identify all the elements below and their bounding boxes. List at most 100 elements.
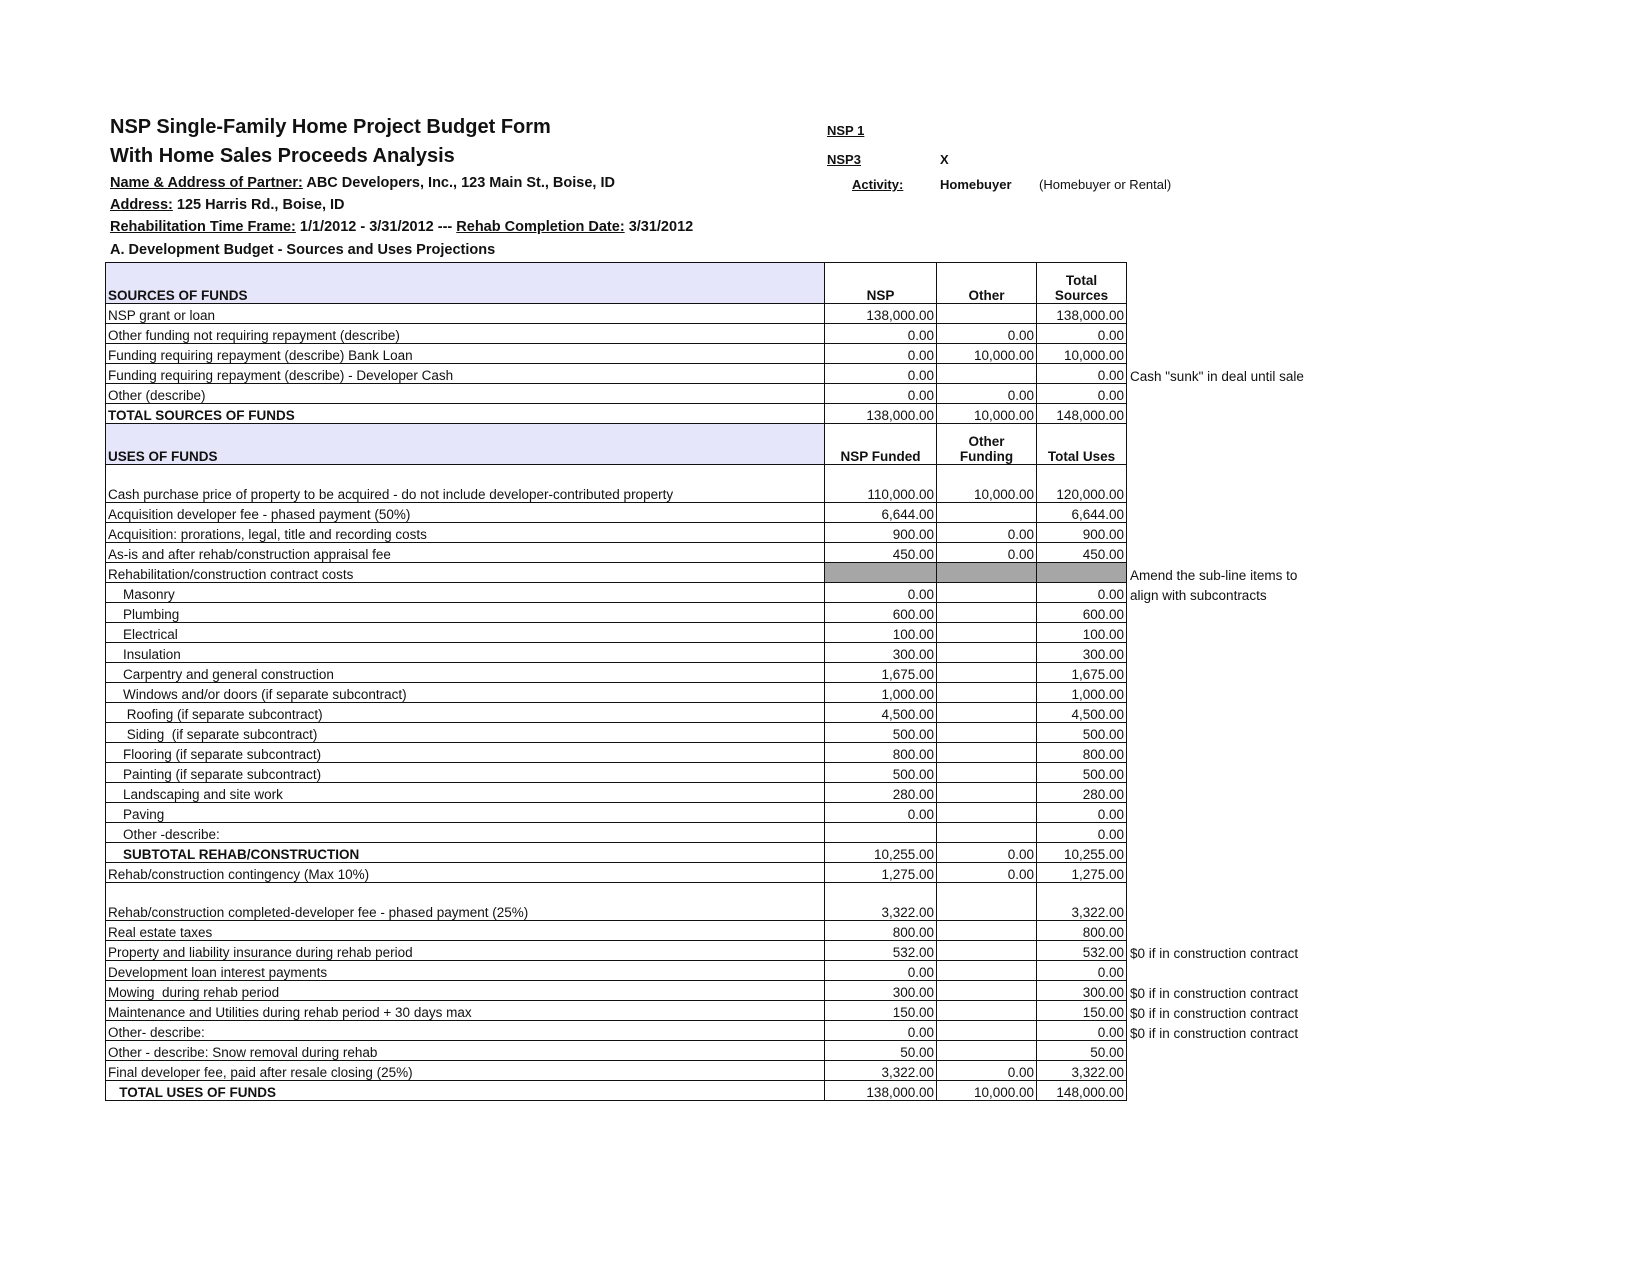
- other-value: [936, 562, 1037, 583]
- nsp-value: 3,322.00: [824, 882, 937, 921]
- nsp-value: 1,275.00: [824, 862, 937, 883]
- col-total-line1: Total: [1065, 273, 1098, 288]
- nsp-value: 138,000.00: [824, 303, 937, 324]
- row-label: TOTAL SOURCES OF FUNDS: [105, 403, 825, 424]
- uses-row: Landscaping and site work 280.00 280.00: [105, 782, 1327, 803]
- row-label: Other- describe:: [105, 1020, 825, 1041]
- sources-row: Other funding not requiring repayment (d…: [105, 323, 1327, 344]
- nsp-value: 900.00: [824, 522, 937, 543]
- row-label: Acquisition developer fee - phased payme…: [105, 502, 825, 523]
- row-note: [1127, 623, 1327, 643]
- uses-row: Carpentry and general construction 1,675.…: [105, 662, 1327, 683]
- other-value: [936, 582, 1037, 603]
- total-value: 50.00: [1036, 1040, 1127, 1061]
- row-note: [1127, 1081, 1327, 1101]
- row-label: Flooring (if separate subcontract): [105, 742, 825, 763]
- total-value: 100.00: [1036, 622, 1127, 643]
- row-label: Other funding not requiring repayment (d…: [105, 323, 825, 344]
- row-note: [1127, 304, 1327, 324]
- row-label: Final developer fee, paid after resale c…: [105, 1060, 825, 1081]
- other-value: [936, 1020, 1037, 1041]
- section-title: A. Development Budget - Sources and Uses…: [110, 242, 496, 258]
- total-value: 1,675.00: [1036, 662, 1127, 683]
- uses-row: Rehabilitation/construction contract cos…: [105, 562, 1327, 583]
- other-value: [936, 980, 1037, 1001]
- nsp-value: 4,500.00: [824, 702, 937, 723]
- other-value: [936, 782, 1037, 803]
- other-value: 10,000.00: [936, 403, 1037, 424]
- nsp-value: 1,675.00: [824, 662, 937, 683]
- row-note: [1127, 663, 1327, 683]
- row-label: Mowing during rehab period: [105, 980, 825, 1001]
- other-value: [936, 762, 1037, 783]
- nsp-value: 150.00: [824, 1000, 937, 1021]
- sources-row: Funding requiring repayment (describe) -…: [105, 363, 1327, 384]
- partner-line: Name & Address of Partner: ABC Developer…: [110, 175, 615, 191]
- nsp-value: 3,322.00: [824, 1060, 937, 1081]
- row-label: Plumbing: [105, 602, 825, 623]
- row-label: Roofing (if separate subcontract): [105, 702, 825, 723]
- uses-row: Acquisition developer fee - phased payme…: [105, 502, 1327, 523]
- total-value: 800.00: [1036, 920, 1127, 941]
- row-note: [1127, 1041, 1327, 1061]
- col-other: Other: [936, 262, 1037, 304]
- nsp3-mark: X: [940, 152, 949, 167]
- nsp-value: 6,644.00: [824, 502, 937, 523]
- other-value: [936, 363, 1037, 384]
- total-value: 300.00: [1036, 980, 1127, 1001]
- row-label: Funding requiring repayment (describe) -…: [105, 363, 825, 384]
- uses-header-row: USES OF FUNDS NSP Funded Other Funding Total…: [105, 423, 1327, 465]
- timeframe-value: 1/1/2012 - 3/31/2012 ---: [299, 219, 453, 235]
- sources-row: Funding requiring repayment (describe) B…: [105, 343, 1327, 364]
- row-label: Rehabilitation/construction contract cos…: [105, 562, 825, 583]
- nsp-value: 0.00: [824, 363, 937, 384]
- other-value: 0.00: [936, 522, 1037, 543]
- other-value: 10,000.00: [936, 464, 1037, 503]
- nsp-value: 0.00: [824, 960, 937, 981]
- row-label: Insulation: [105, 642, 825, 663]
- row-note: [1127, 603, 1327, 623]
- row-label: Landscaping and site work: [105, 782, 825, 803]
- completion-label: Rehab Completion Date:: [456, 219, 625, 235]
- total-value: [1036, 562, 1127, 583]
- row-note: [1127, 404, 1327, 424]
- nsp-value: 280.00: [824, 782, 937, 803]
- total-value: 10,000.00: [1036, 343, 1127, 364]
- row-note: $0 if in construction contract: [1130, 1005, 1299, 1021]
- total-value: 450.00: [1036, 542, 1127, 563]
- other-value: [936, 742, 1037, 763]
- nsp-value: 500.00: [824, 722, 937, 743]
- total-value: 800.00: [1036, 742, 1127, 763]
- other-value: [936, 642, 1037, 663]
- row-label: Other (describe): [105, 383, 825, 404]
- row-label: Rehab/construction completed-developer f…: [105, 882, 825, 921]
- nsp-value: 800.00: [824, 742, 937, 763]
- sources-row: NSP grant or loan 138,000.00 138,000.00: [105, 303, 1327, 324]
- total-value: 0.00: [1036, 363, 1127, 384]
- total-value: 0.00: [1036, 582, 1127, 603]
- nsp-value: 50.00: [824, 1040, 937, 1061]
- uses-row: Flooring (if separate subcontract) 800.00…: [105, 742, 1327, 763]
- nsp-value: 138,000.00: [824, 403, 937, 424]
- total-value: 138,000.00: [1036, 303, 1127, 324]
- row-note: [1127, 823, 1327, 843]
- row-label: Paving: [105, 802, 825, 823]
- row-note: $0 if in construction contract: [1130, 1025, 1299, 1041]
- nsp-value: 800.00: [824, 920, 937, 941]
- other-value: [936, 960, 1037, 981]
- sources-header: SOURCES OF FUNDS: [105, 262, 825, 304]
- row-label: Windows and/or doors (if separate subcon…: [105, 682, 825, 703]
- total-value: 532.00: [1036, 940, 1127, 961]
- other-value: 10,000.00: [936, 343, 1037, 364]
- other-value: [936, 920, 1037, 941]
- row-note: Cash "sunk" in deal until sale: [1130, 368, 1304, 384]
- other-value: 0.00: [936, 842, 1037, 863]
- total-value: 6,644.00: [1036, 502, 1127, 523]
- address-label: Address:: [110, 197, 173, 213]
- uses-row: Property and liability insurance during …: [105, 940, 1327, 961]
- total-value: 300.00: [1036, 642, 1127, 663]
- row-note: [1127, 803, 1327, 823]
- timeframe-line: Rehabilitation Time Frame: 1/1/2012 - 3/…: [110, 219, 693, 235]
- nsp-value: 0.00: [824, 323, 937, 344]
- row-label: Other - describe: Snow removal during re…: [105, 1040, 825, 1061]
